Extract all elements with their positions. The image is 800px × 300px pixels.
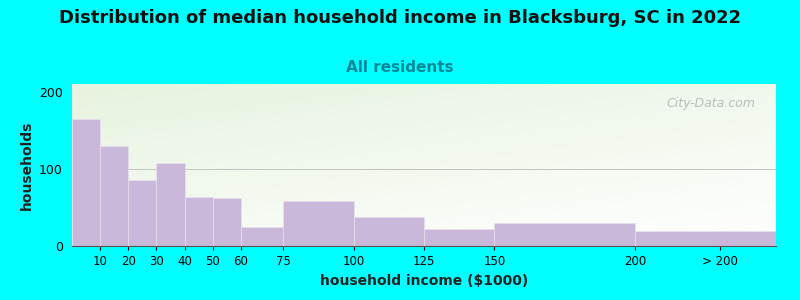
- Bar: [157, 163, 185, 246]
- Bar: [424, 229, 494, 246]
- Y-axis label: households: households: [19, 120, 34, 210]
- Bar: [128, 180, 157, 246]
- Bar: [100, 146, 128, 246]
- Bar: [354, 217, 424, 246]
- Bar: [213, 198, 241, 246]
- Bar: [72, 119, 100, 246]
- Bar: [241, 227, 283, 246]
- X-axis label: household income ($1000): household income ($1000): [320, 274, 528, 288]
- Text: City-Data.com: City-Data.com: [666, 97, 755, 110]
- Bar: [635, 231, 776, 246]
- Text: Distribution of median household income in Blacksburg, SC in 2022: Distribution of median household income …: [59, 9, 741, 27]
- Text: All residents: All residents: [346, 60, 454, 75]
- Bar: [494, 223, 635, 246]
- Bar: [283, 201, 354, 246]
- Bar: [185, 197, 213, 246]
